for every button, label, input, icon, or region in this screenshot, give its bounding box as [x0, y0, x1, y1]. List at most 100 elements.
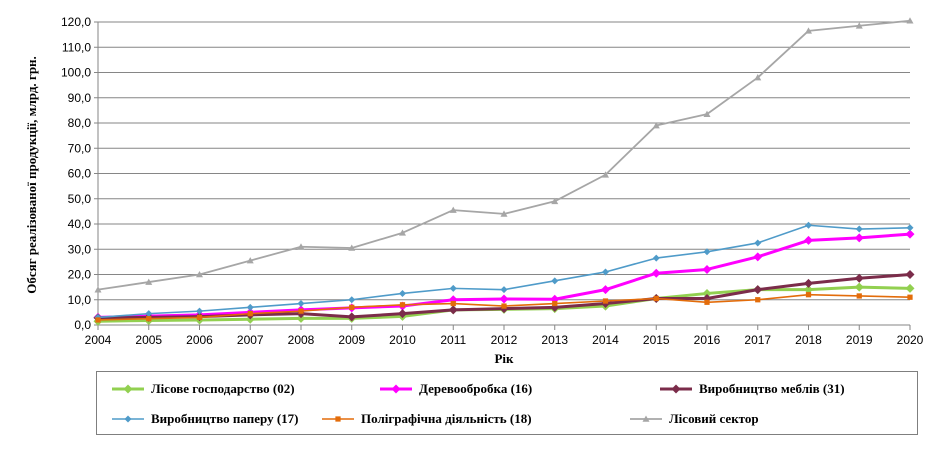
legend-item-woodworking: Деревообробка (16)	[379, 379, 532, 399]
data-point	[906, 224, 914, 232]
data-point	[551, 197, 559, 205]
legend-swatch-furniture	[660, 384, 692, 394]
y-tick-label: 10,0	[68, 293, 92, 307]
y-tick-label: 20,0	[68, 268, 92, 282]
data-point	[602, 268, 609, 276]
legend-item-furniture: Виробництво меблів (31)	[659, 379, 845, 399]
x-axis-label: Рік	[494, 351, 514, 366]
data-point	[501, 303, 507, 309]
data-point	[399, 302, 406, 308]
series-lines	[93, 17, 915, 326]
data-point	[145, 278, 153, 285]
legend-item-forest-sector: Лісовий сектор	[629, 409, 759, 429]
x-tick-label: 2010	[389, 333, 416, 347]
y-tick-label: 90,0	[68, 91, 92, 105]
data-point	[855, 22, 863, 29]
series-5	[94, 17, 914, 293]
x-tick-label: 2015	[643, 333, 670, 347]
data-point	[398, 309, 407, 319]
data-point	[450, 300, 456, 307]
data-point	[146, 316, 152, 322]
y-tick-label: 40,0	[68, 217, 92, 231]
data-point	[124, 415, 132, 423]
y-tick-label: 0,0	[74, 318, 91, 332]
data-point	[854, 273, 864, 283]
data-point	[602, 298, 609, 304]
data-point	[298, 308, 304, 314]
data-point	[449, 284, 457, 292]
data-point	[854, 233, 864, 243]
x-tick-label: 2012	[491, 333, 518, 347]
data-point	[399, 229, 406, 236]
data-point	[905, 283, 915, 293]
data-point	[703, 248, 711, 256]
data-point	[297, 243, 305, 250]
legend-swatch-printing	[322, 416, 354, 422]
data-point	[449, 206, 457, 213]
data-point	[702, 288, 712, 298]
y-axis-label: Обсяг реалізованої продукції, млрд. грн.	[24, 56, 39, 294]
x-tick-label: 2011	[440, 333, 466, 347]
data-point	[652, 254, 660, 262]
x-tick-label: 2007	[237, 333, 264, 347]
data-point	[704, 299, 710, 305]
x-tick-label: 2016	[694, 333, 721, 347]
data-point	[399, 289, 406, 297]
legend-label-furniture: Виробництво меблів (31)	[699, 381, 845, 396]
data-point	[804, 278, 813, 288]
data-point	[348, 296, 356, 304]
x-tick-label: 2018	[795, 333, 822, 347]
x-tick-labels: 2004 2005 2006 2007 2008 2009 2010 2011 2012 2013…	[85, 333, 924, 347]
data-point	[145, 310, 153, 318]
x-tick-label: 2005	[135, 333, 162, 347]
data-point	[94, 286, 102, 293]
y-tick-label: 70,0	[68, 141, 92, 155]
data-point	[246, 257, 254, 264]
data-point	[196, 271, 203, 278]
series-3	[94, 221, 914, 321]
legend-item-printing: Поліграфічна діяльність (18)	[321, 409, 532, 429]
x-tick-label: 2020	[897, 333, 924, 347]
data-point	[805, 221, 812, 229]
data-point	[804, 285, 813, 295]
data-point	[500, 210, 508, 217]
legend-label-forestry: Лісове господарство (02)	[151, 381, 295, 396]
y-tick-label: 100,0	[61, 66, 91, 80]
data-point	[906, 17, 914, 24]
data-point	[296, 313, 306, 323]
legend-swatch-forestry	[112, 384, 144, 394]
x-tick-label: 2014	[592, 333, 619, 347]
data-point	[196, 307, 203, 315]
data-point	[348, 244, 356, 251]
y-tick-label: 80,0	[68, 116, 92, 130]
y-tick-label: 30,0	[68, 242, 92, 256]
legend-label-printing: Поліграфічна діяльність (18)	[361, 411, 532, 426]
data-point	[448, 305, 458, 315]
axes	[94, 21, 911, 330]
data-point	[856, 293, 862, 299]
y-tick-label: 60,0	[68, 167, 92, 181]
data-point	[702, 264, 712, 274]
data-point	[805, 27, 812, 34]
data-point	[551, 277, 559, 285]
data-point	[391, 384, 401, 394]
data-point	[196, 314, 203, 321]
data-point	[754, 74, 762, 81]
x-tick-label: 2006	[186, 333, 213, 347]
data-point	[671, 384, 681, 394]
legend: Лісове господарство (02) Деревообробка (…	[96, 371, 918, 435]
data-point	[905, 270, 915, 279]
x-tick-label: 2009	[338, 333, 365, 347]
data-point	[753, 252, 763, 262]
y-tick-label: 120,0	[61, 15, 91, 29]
data-point	[499, 294, 509, 304]
data-point	[754, 239, 762, 247]
series-4	[95, 292, 913, 323]
data-point	[804, 235, 813, 245]
data-point	[653, 295, 659, 302]
data-point	[755, 297, 761, 303]
legend-swatch-woodworking	[380, 384, 412, 394]
x-tick-label: 2008	[288, 333, 315, 347]
data-point	[855, 225, 863, 233]
x-tick-label: 2019	[846, 333, 873, 347]
